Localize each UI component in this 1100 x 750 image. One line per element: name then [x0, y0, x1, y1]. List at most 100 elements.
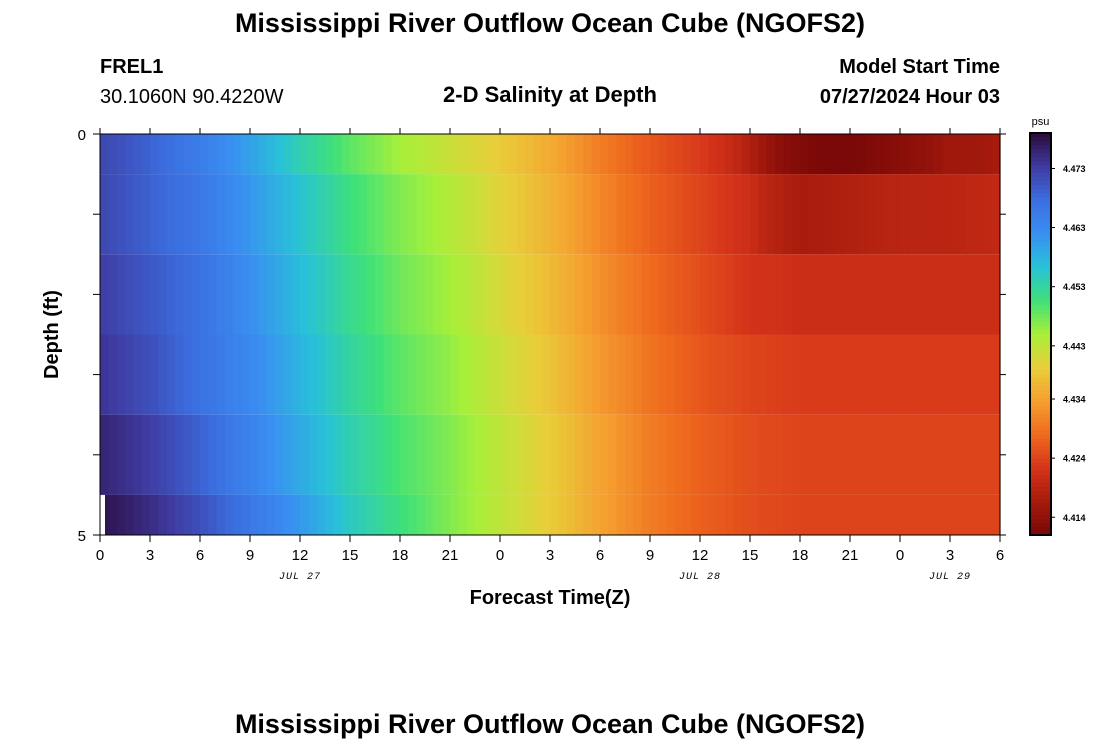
heatmap-cell	[875, 134, 884, 175]
colorbar-segment	[1030, 225, 1051, 231]
heatmap-cell	[208, 494, 218, 535]
heatmap-cell	[750, 494, 759, 535]
heatmap-cell	[841, 334, 851, 415]
x-tick-label: 6	[996, 547, 1004, 564]
heatmap-cell	[958, 414, 968, 495]
colorbar-segment	[1030, 249, 1051, 255]
heatmap-cell	[683, 174, 693, 255]
heatmap-cell	[100, 254, 109, 335]
heatmap-cell	[483, 494, 493, 535]
heatmap-cell	[366, 334, 376, 415]
heatmap-cell	[891, 334, 901, 415]
heatmap-cell	[933, 494, 943, 535]
heatmap-cell	[425, 414, 434, 495]
x-axis-label: Forecast Time(Z)	[470, 587, 631, 609]
heatmap-cell	[400, 174, 409, 255]
heatmap-cell	[875, 414, 884, 495]
heatmap-cell	[625, 494, 634, 535]
heatmap-cell	[158, 414, 168, 495]
heatmap-cell	[900, 334, 909, 415]
heatmap-cell	[716, 174, 726, 255]
colorbar-segment	[1030, 394, 1051, 399]
heatmap-cell	[491, 494, 501, 535]
heatmap-cell	[733, 134, 743, 175]
colorbar-segment	[1030, 386, 1051, 391]
heatmap-cell	[175, 334, 184, 415]
heatmap-cell	[700, 414, 709, 495]
heatmap-cell	[458, 134, 468, 175]
heatmap-cell	[183, 334, 193, 415]
heatmap-cell	[325, 134, 334, 175]
heatmap-cell	[483, 174, 493, 255]
heatmap-cell	[775, 134, 784, 175]
heatmap-cell	[908, 334, 918, 415]
heatmap-cell	[991, 134, 1001, 175]
heatmap-cell	[391, 414, 401, 495]
colorbar-unit: psu	[1032, 116, 1050, 128]
colorbar-segment	[1030, 334, 1051, 339]
colorbar-segment	[1030, 450, 1051, 456]
heatmap-cell	[866, 414, 876, 495]
heatmap-cell	[858, 334, 868, 415]
heatmap-cell	[383, 414, 393, 495]
heatmap-cell	[716, 254, 726, 335]
heatmap-cell	[825, 174, 834, 255]
heatmap-cell	[741, 134, 751, 175]
heatmap-cell	[116, 494, 126, 535]
heatmap-cell	[125, 334, 134, 415]
heatmap-cell	[983, 414, 993, 495]
heatmap-cell	[433, 134, 443, 175]
heatmap-cell	[616, 494, 626, 535]
heatmap-cell	[566, 414, 576, 495]
colorbar-segment	[1030, 422, 1051, 428]
heatmap-cell	[408, 334, 418, 415]
heatmap-cell	[333, 414, 343, 495]
heatmap-cell	[350, 414, 359, 495]
heatmap-cell	[325, 414, 334, 495]
heatmap-cell	[225, 174, 234, 255]
heatmap-cell	[958, 494, 968, 535]
colorbar-segment	[1030, 265, 1051, 271]
colorbar-segment	[1030, 293, 1051, 299]
heatmap-cell	[383, 134, 393, 175]
heatmap-cell	[500, 254, 509, 335]
heatmap-cell	[491, 334, 501, 415]
heatmap-cell	[825, 134, 834, 175]
heatmap-cell	[266, 254, 276, 335]
heatmap-cell	[400, 414, 409, 495]
heatmap-cell	[183, 494, 193, 535]
heatmap-cell	[650, 334, 659, 415]
heatmap-cell	[658, 254, 668, 335]
heatmap-cell	[300, 134, 309, 175]
heatmap-cell	[166, 334, 176, 415]
heatmap-cell	[416, 414, 426, 495]
heatmap-cell	[625, 334, 634, 415]
x-tick-label: 9	[246, 547, 254, 564]
heatmap-cell	[750, 174, 759, 255]
colorbar-segment	[1030, 342, 1051, 347]
colorbar-segment	[1030, 374, 1051, 379]
heatmap-cell	[300, 414, 309, 495]
heatmap-cell	[258, 494, 268, 535]
colorbar-segment	[1030, 161, 1051, 166]
heatmap-cell	[975, 254, 984, 335]
heatmap-cell	[758, 494, 768, 535]
heatmap-cell	[200, 254, 209, 335]
heatmap-cell	[883, 334, 893, 415]
heatmap-cell	[216, 334, 226, 415]
heatmap-cell	[766, 254, 776, 335]
colorbar-segment	[1030, 346, 1051, 351]
heatmap-cell	[766, 134, 776, 175]
heatmap-cell	[758, 414, 768, 495]
heatmap-cell	[883, 414, 893, 495]
heatmap-cell	[433, 334, 443, 415]
heatmap-cell	[933, 254, 943, 335]
heatmap-cell	[633, 494, 643, 535]
heatmap-cell	[241, 134, 251, 175]
heatmap-cell	[933, 334, 943, 415]
heatmap-cell	[416, 494, 426, 535]
heatmap-cell	[366, 134, 376, 175]
heatmap-cell	[558, 334, 568, 415]
heatmap-cell	[575, 134, 584, 175]
heatmap-cell	[666, 254, 676, 335]
